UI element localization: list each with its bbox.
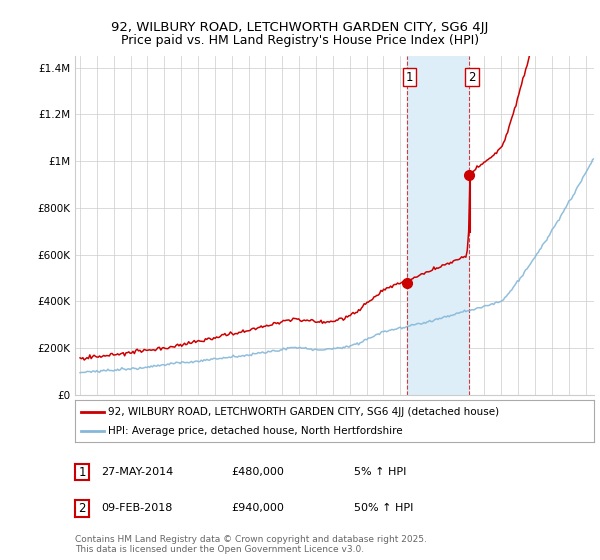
Text: 09-FEB-2018: 09-FEB-2018 <box>101 503 172 514</box>
Text: Price paid vs. HM Land Registry's House Price Index (HPI): Price paid vs. HM Land Registry's House … <box>121 34 479 46</box>
Text: 5% ↑ HPI: 5% ↑ HPI <box>354 467 406 477</box>
Text: 2: 2 <box>468 71 476 83</box>
Text: £480,000: £480,000 <box>231 467 284 477</box>
Text: 1: 1 <box>79 465 86 479</box>
Text: 2: 2 <box>79 502 86 515</box>
Bar <box>407 56 469 395</box>
Text: 92, WILBURY ROAD, LETCHWORTH GARDEN CITY, SG6 4JJ: 92, WILBURY ROAD, LETCHWORTH GARDEN CITY… <box>112 21 488 34</box>
Text: Contains HM Land Registry data © Crown copyright and database right 2025.
This d: Contains HM Land Registry data © Crown c… <box>75 535 427 554</box>
Text: 50% ↑ HPI: 50% ↑ HPI <box>354 503 413 514</box>
Text: 92, WILBURY ROAD, LETCHWORTH GARDEN CITY, SG6 4JJ (detached house): 92, WILBURY ROAD, LETCHWORTH GARDEN CITY… <box>107 407 499 417</box>
Text: £940,000: £940,000 <box>231 503 284 514</box>
Text: 27-MAY-2014: 27-MAY-2014 <box>101 467 173 477</box>
Text: HPI: Average price, detached house, North Hertfordshire: HPI: Average price, detached house, Nort… <box>107 426 403 436</box>
Text: 1: 1 <box>406 71 413 83</box>
